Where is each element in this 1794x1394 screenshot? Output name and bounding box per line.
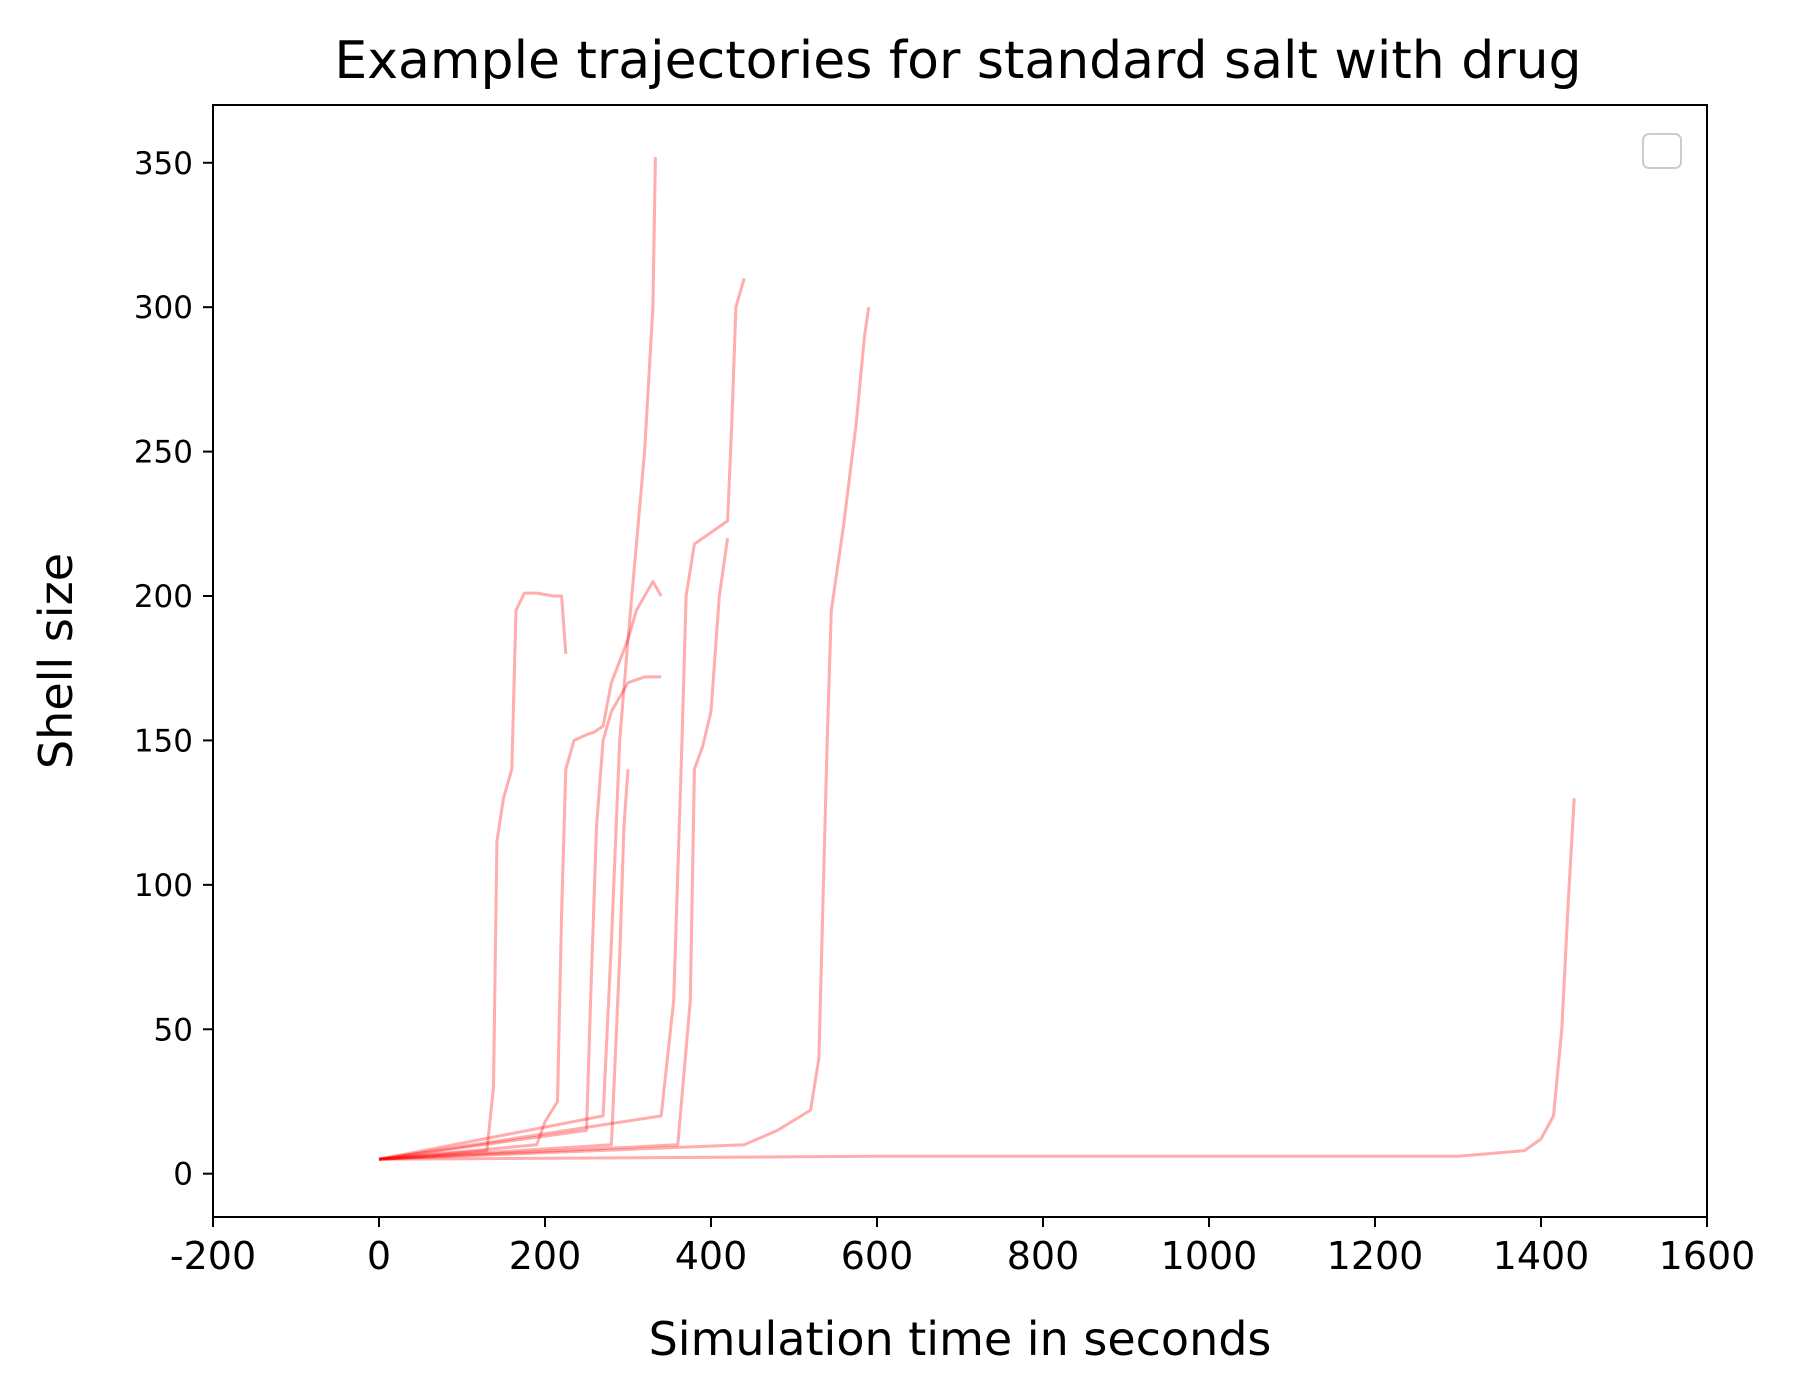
x-axis-label: Simulation time in seconds [649, 1312, 1272, 1366]
x-tick-label: 600 [841, 1234, 914, 1278]
series-line-5 [378, 769, 630, 1161]
plot-area [212, 104, 1708, 1218]
y-tick-label: 50 [154, 1012, 193, 1048]
y-tick-label: 150 [134, 723, 193, 759]
x-tick-label: 1600 [1659, 1234, 1756, 1278]
y-axis-label: Shell size [29, 553, 83, 769]
x-tick-label: 200 [509, 1234, 582, 1278]
x-tick-label: 1400 [1493, 1234, 1590, 1278]
y-tick-label: 100 [134, 868, 193, 904]
y-axis-ticks: 0 50 100 150 200 250 300 350 [134, 146, 213, 1193]
legend-box [1642, 133, 1682, 169]
series-line-8 [378, 306, 871, 1161]
x-tick-label: 800 [1007, 1234, 1080, 1278]
x-tick-label: -200 [170, 1234, 256, 1278]
series-line-2 [378, 156, 657, 1161]
series-line-7 [378, 537, 730, 1161]
series-line-1 [378, 591, 568, 1161]
series-line-6 [378, 277, 746, 1161]
y-tick-label: 350 [134, 146, 193, 182]
series-line-9 [378, 798, 1576, 1161]
series-line-4 [378, 580, 663, 1161]
x-tick-label: 1200 [1327, 1234, 1424, 1278]
chart-title: Example trajectories for standard salt w… [334, 31, 1581, 91]
x-tick-label: 400 [675, 1234, 748, 1278]
axes-frame [212, 104, 1708, 1218]
y-tick-label: 300 [134, 290, 193, 326]
x-tick-label: 1000 [1161, 1234, 1258, 1278]
y-tick-label: 200 [134, 579, 193, 615]
x-tick-label: 0 [367, 1234, 391, 1278]
series-group [378, 156, 1576, 1161]
x-axis-ticks: -200 0 200 400 600 800 1000 1200 1400 1600 [170, 1217, 1755, 1278]
y-tick-label: 0 [173, 1157, 193, 1193]
series-line-3 [378, 675, 662, 1161]
y-tick-label: 250 [134, 435, 193, 471]
